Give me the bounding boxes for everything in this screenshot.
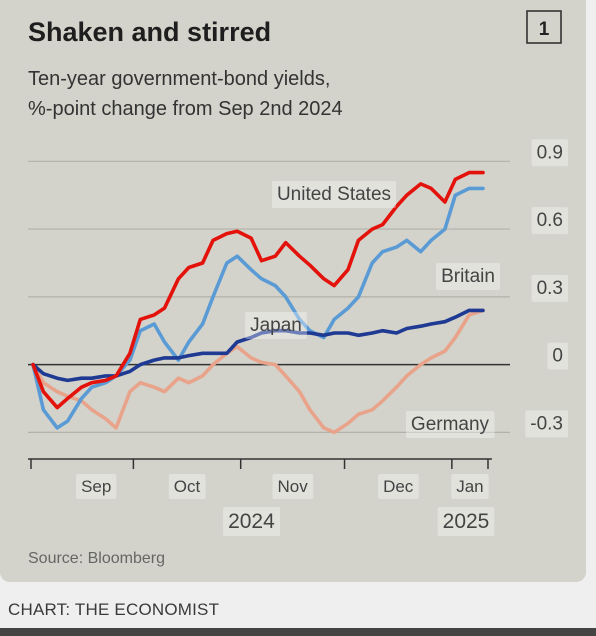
year-label: 2025 [443,510,490,533]
x-axis: Sep Oct Nov Dec Jan 2024 2025 [28,458,495,536]
chart-subtitle-line-1: Ten-year government-bond yields, [28,68,330,90]
x-tick-label: Sep [81,477,111,496]
series-labels: United States Britain Japan Germany [245,181,500,438]
y-tick-label-group: 0.9 [531,139,568,167]
source-note: Source: Bloomberg [28,550,165,567]
x-tick-label-group: Jan [451,474,489,499]
chart-subtitle-line-2: %-point change from Sep 2nd 2024 [28,98,343,120]
x-tick-label: Jan [456,477,483,496]
y-tick-label: 0 [552,346,563,367]
year-label: 2024 [228,510,275,533]
y-tick-label: 0.9 [537,142,563,163]
y-tick-label-group: 0.6 [531,207,568,235]
series-label-united-states-group: United States [271,181,397,208]
chart-figure: Shaken and stirred 1 Ten-year government… [28,10,568,567]
y-tick-label: 0.6 [537,210,563,231]
series-line-germany [31,308,485,435]
year-label-group: 2025 [437,507,495,536]
chart-number: 1 [539,19,550,40]
series-label-germany: Germany [411,414,490,435]
y-tick-label-group: 0 [547,342,568,370]
year-label-group: 2024 [223,507,281,536]
series-line-united-states [31,170,485,410]
series-label-germany-group: Germany [405,411,495,438]
x-tick-label-group: Oct [168,474,206,499]
y-tick-label: 0.3 [537,278,563,299]
series-label-united-states: United States [277,184,391,205]
series-line-britain [31,186,485,430]
series-label-britain: Britain [441,266,495,287]
y-tick-label-group: -0.3 [525,410,568,438]
series-label-britain-group: Britain [436,263,500,290]
series-label-japan-group: Japan [245,312,307,339]
x-tick-label: Oct [174,477,201,496]
window-bottom-edge [0,628,596,636]
y-tick-label: -0.3 [530,413,563,434]
x-tick-label: Dec [383,477,414,496]
y-tick-label-group: 0.3 [531,274,568,302]
series-lines [31,170,485,435]
x-tick-label-group: Sep [76,474,117,499]
y-gridlines [28,160,510,434]
x-tick-label-group: Dec [378,474,419,499]
y-tick-labels: 0.9 0.6 0.3 0 -0.3 [525,139,568,438]
series-label-japan: Japan [250,315,302,336]
chart-credit: CHART: THE ECONOMIST [8,600,220,619]
x-tick-label-group: Nov [272,474,314,499]
chart-title: Shaken and stirred [28,17,271,47]
series-line-japan [31,308,485,383]
x-tick-label: Nov [277,477,308,496]
chart-number-badge: 1 [526,10,562,44]
chart-card: Shaken and stirred 1 Ten-year government… [0,0,586,582]
